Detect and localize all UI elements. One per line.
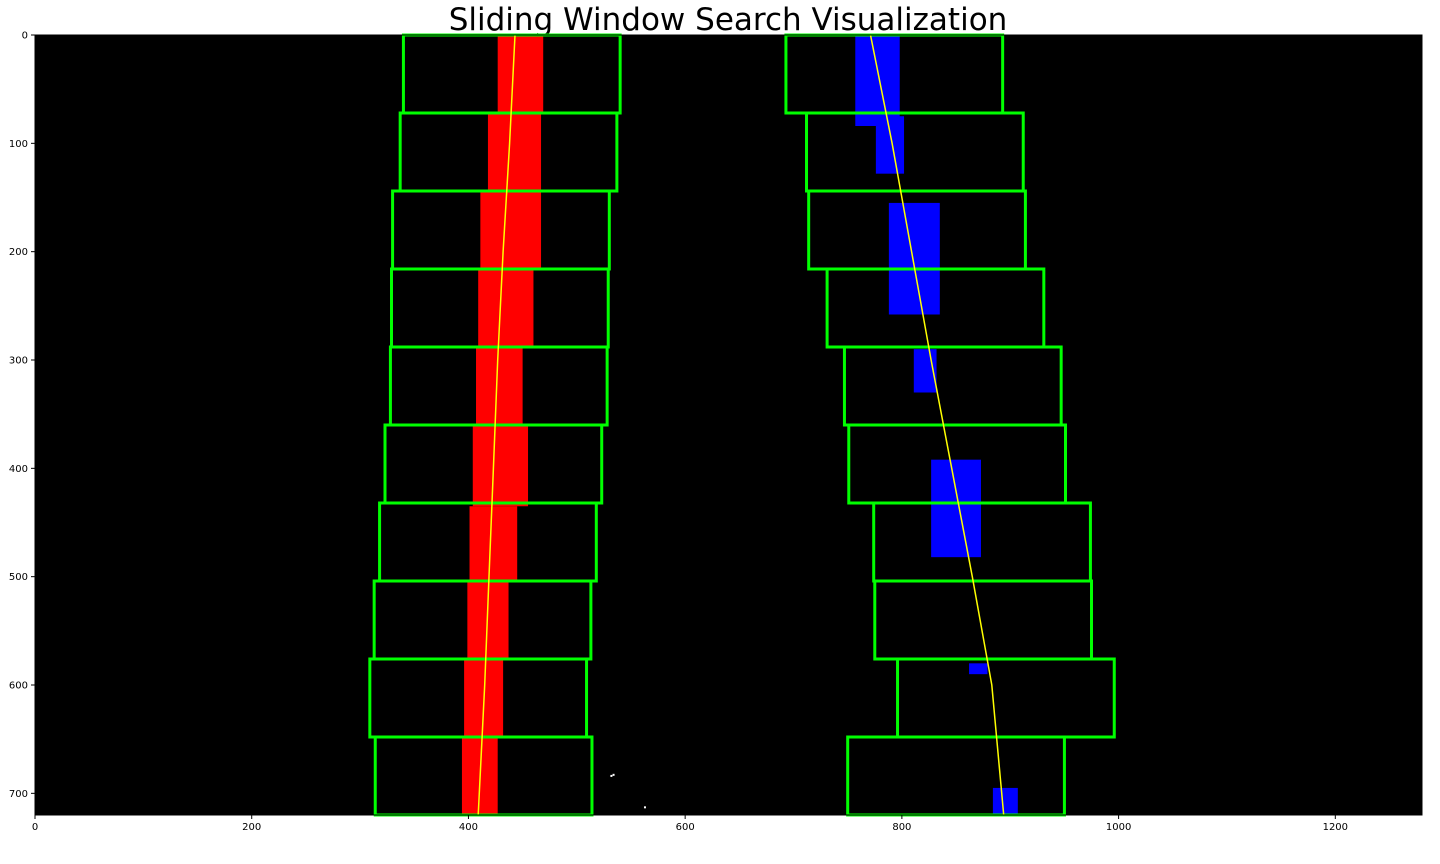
- noise-pixel: [643, 806, 646, 809]
- y-tick-label: 0: [22, 31, 28, 42]
- noise-pixels: [610, 773, 646, 809]
- right-lane-pixels: [931, 459, 981, 558]
- chart-title: Sliding Window Search Visualization: [449, 2, 1008, 38]
- right-lane-pixels: [888, 202, 940, 315]
- x-tick-label: 1200: [1323, 822, 1348, 833]
- left-lane-pixels: [480, 191, 542, 269]
- left-lane-pixels: [487, 113, 542, 191]
- x-tick-label: 0: [32, 822, 38, 833]
- axes: 0 200 400 600 800 1000 1200 0 100 200 300 400 500 600…: [9, 31, 1348, 834]
- right-fit-line: [869, 34, 1005, 816]
- x-tick-label: 1000: [1106, 822, 1131, 833]
- right-lane-pixels: [969, 663, 988, 675]
- left-lane-pixels: [472, 425, 529, 507]
- left-lane-pixels: [478, 269, 534, 347]
- plot-area: [35, 35, 1422, 815]
- left-lane-pixels: [469, 506, 518, 581]
- y-tick-label: 300: [9, 356, 28, 367]
- y-tick-label: 700: [9, 789, 28, 800]
- x-tick-label: 600: [676, 822, 695, 833]
- lane-pixels: [461, 35, 1018, 815]
- x-tick-label: 800: [892, 822, 911, 833]
- left-lane-pixels: [497, 35, 544, 113]
- polynomial-fits: [477, 34, 1005, 816]
- plot-frame: [34, 34, 1423, 816]
- noise-pixel: [612, 773, 615, 776]
- x-tick-label: 400: [459, 822, 478, 833]
- x-tick-label: 200: [242, 822, 261, 833]
- y-tick-label: 100: [9, 139, 28, 150]
- y-tick-label: 600: [9, 681, 28, 692]
- right-lane-pixels: [875, 116, 905, 174]
- y-tick-label: 400: [9, 464, 28, 475]
- y-tick-label: 500: [9, 572, 28, 583]
- left-lane-pixels: [476, 347, 523, 425]
- noise-pixel: [610, 774, 613, 777]
- left-fit-line: [477, 34, 516, 816]
- y-tick-label: 200: [9, 247, 28, 258]
- right-lane-pixels: [992, 787, 1018, 815]
- right-lane-pixels: [855, 35, 900, 126]
